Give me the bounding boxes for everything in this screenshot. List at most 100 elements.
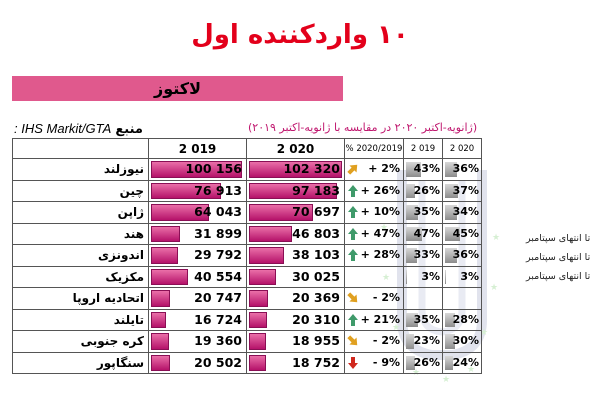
value-2019-bar	[151, 182, 221, 199]
country-cell: هند	[12, 222, 149, 245]
share-2019-cell: 26%	[403, 179, 443, 202]
share-2019-cell	[403, 287, 443, 310]
share-2019: 26%	[413, 355, 440, 369]
value-2019-cell: 100 156	[148, 158, 247, 181]
value-2020-cell: 18 752	[246, 351, 345, 374]
change-cell: + 28%	[344, 244, 404, 267]
value-2019-cell: 16 724	[148, 308, 247, 331]
share-2019-cell: 26%	[403, 351, 443, 374]
value-2020: 18 955	[292, 333, 340, 348]
country-cell: ژاپن	[12, 201, 149, 224]
value-2020: 97 183	[292, 182, 340, 198]
value-2019-cell: 31 899	[148, 222, 247, 245]
header-share-2019: 2 019	[403, 138, 443, 159]
share-2020-cell: 37%	[442, 179, 482, 202]
value-2019-bar	[151, 311, 166, 328]
value-2019: 29 792	[194, 247, 242, 262]
value-2019-cell: 20 747	[148, 287, 247, 310]
value-2020-bar	[249, 354, 266, 371]
value-2019-bar	[151, 333, 169, 350]
header-change: % 2020/2019	[344, 138, 404, 159]
share-2019-bar	[406, 312, 418, 327]
value-2020: 30 025	[292, 268, 340, 284]
country-cell: تایلند	[12, 308, 149, 331]
value-2019: 64 043	[194, 204, 242, 219]
value-2019: 31 899	[194, 225, 242, 241]
change-value: - 2%	[372, 334, 400, 347]
share-2019: 26%	[413, 183, 440, 197]
value-2020-cell: 46 803	[246, 222, 345, 245]
table-row: چین 76 913 97 183 + 26% 26% 37%	[12, 179, 482, 202]
value-2019-cell: 64 043	[148, 201, 247, 224]
value-2019-bar	[151, 354, 170, 371]
value-2019-cell: 20 502	[148, 351, 247, 374]
value-2020: 46 803	[292, 225, 340, 241]
value-2020: 18 752	[292, 354, 340, 370]
share-2019-bar	[406, 248, 417, 263]
value-2020-bar	[249, 182, 337, 199]
table-row: سنگاپور 20 502 18 752 - 9% 26% 24%	[12, 351, 482, 374]
share-2020-cell: 36%	[442, 158, 482, 181]
change-value: + 21%	[360, 312, 400, 326]
change-cell	[344, 265, 404, 288]
table-row: ژاپن 64 043 70 697 + 10% 35% 34%	[12, 201, 482, 224]
share-2020-cell: 3%	[442, 265, 482, 288]
share-2019-bar	[406, 269, 407, 284]
value-2019-bar	[151, 161, 242, 178]
change-cell: - 9%	[344, 351, 404, 374]
share-2020: 3%	[460, 269, 479, 283]
share-2019: 43%	[413, 162, 440, 175]
share-2019-cell: 35%	[403, 308, 443, 331]
table-row: کره جنوبی 19 360 18 955 - 2% 23% 30%	[12, 330, 482, 353]
svg-text:★: ★	[442, 375, 450, 385]
value-2019-bar	[151, 225, 180, 242]
share-2020-bar	[445, 312, 455, 327]
share-2020: 45%	[452, 226, 479, 240]
value-2020-bar	[249, 204, 313, 221]
value-2020-bar	[249, 290, 268, 307]
svg-text:★: ★	[492, 233, 500, 243]
share-2020-bar	[445, 248, 457, 263]
share-2020-cell: 36%	[442, 244, 482, 267]
share-2019-bar	[406, 162, 421, 177]
value-2020: 102 320	[283, 161, 340, 176]
value-2020-bar	[249, 333, 266, 350]
value-2020: 38 103	[292, 247, 340, 262]
share-2020-bar	[445, 183, 458, 198]
page-title: ۱۰ واردکننده اول	[191, 20, 409, 50]
value-2019-bar	[151, 268, 188, 285]
value-2019: 16 724	[194, 311, 242, 327]
share-2020: 30%	[452, 334, 479, 347]
change-cell: + 26%	[344, 179, 404, 202]
share-2020-bar	[445, 162, 457, 177]
share-2020-cell	[442, 287, 482, 310]
change-cell: + 21%	[344, 308, 404, 331]
table-row: اتحادیه اروپا 20 747 20 369 - 2%	[12, 287, 482, 310]
table-row: نیوزلند 100 156 102 320 + 2% 43% 36%	[12, 158, 482, 181]
change-value: - 2%	[372, 291, 400, 304]
share-2020: 36%	[452, 162, 479, 175]
share-2020-cell: 34%	[442, 201, 482, 224]
share-2019-cell: 43%	[403, 158, 443, 181]
change-value: - 9%	[372, 355, 400, 369]
share-2019-bar	[406, 205, 418, 220]
side-note: تا انتهای سپتامبر	[526, 252, 591, 263]
country-cell: اتحادیه اروپا	[12, 287, 149, 310]
share-2019: 47%	[413, 226, 440, 240]
change-cell: + 2%	[344, 158, 404, 181]
value-2020-cell: 20 310	[246, 308, 345, 331]
share-2019: 23%	[413, 334, 440, 347]
value-2020: 20 369	[292, 290, 340, 305]
product-banner: لاکتوز	[12, 76, 343, 101]
change-cell: + 47%	[344, 222, 404, 245]
value-2019-bar	[151, 204, 209, 221]
value-2020-cell: 30 025	[246, 265, 345, 288]
share-2019-bar	[406, 355, 415, 370]
share-2020: 34%	[452, 205, 479, 218]
share-2019: 3%	[421, 269, 440, 283]
share-2020-bar	[445, 269, 446, 284]
share-2019: 35%	[413, 205, 440, 218]
share-2019-cell: 35%	[403, 201, 443, 224]
change-value: + 26%	[360, 183, 400, 197]
change-cell: - 2%	[344, 330, 404, 353]
